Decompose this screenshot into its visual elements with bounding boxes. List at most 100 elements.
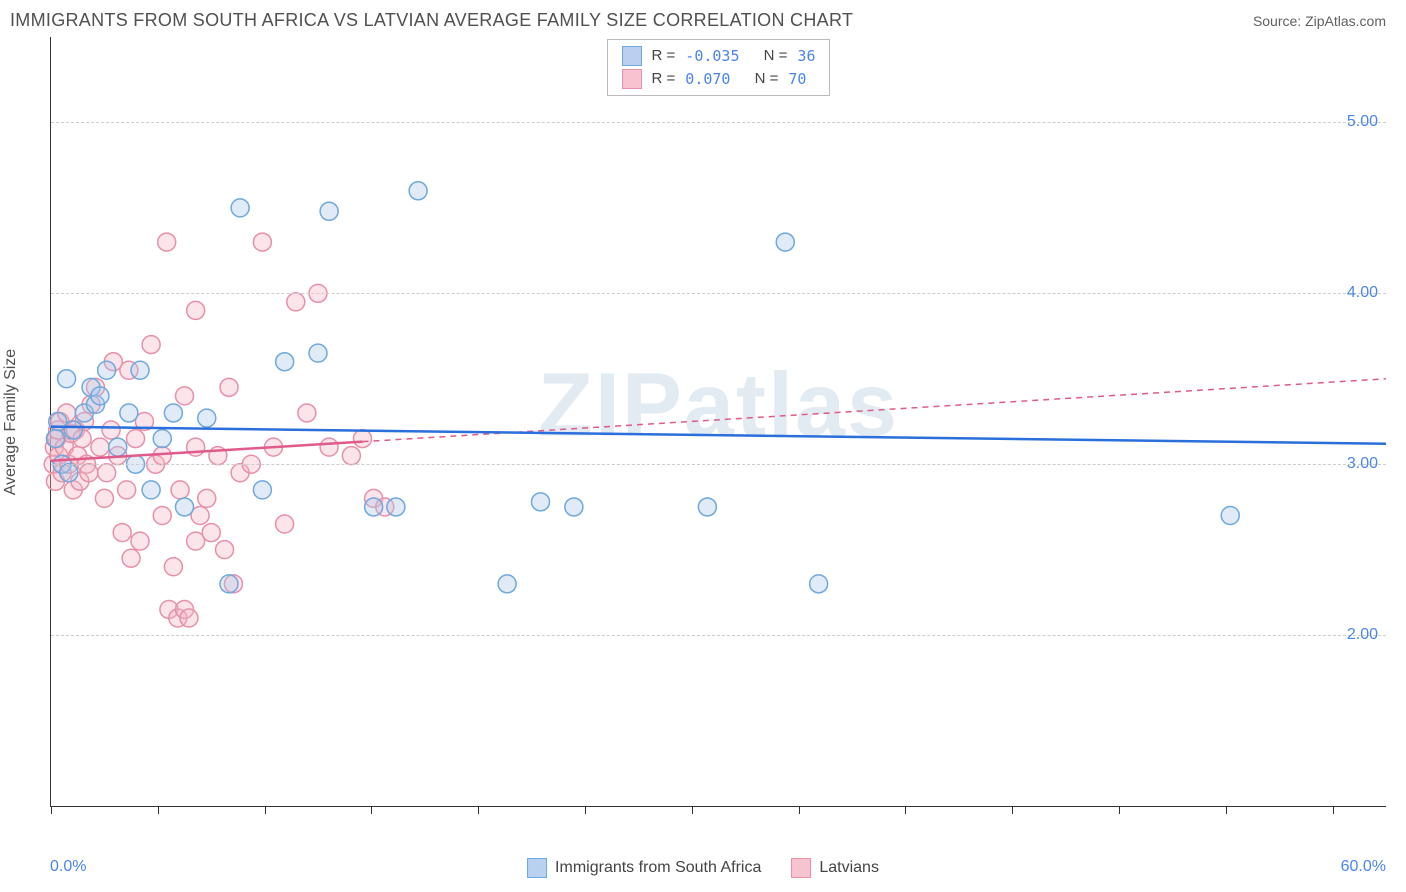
gridline-h [51,464,1386,465]
data-point [142,336,160,354]
xtick [692,806,693,814]
data-point [176,498,194,516]
data-point [202,524,220,542]
r-label: R = [652,45,676,68]
ytick-label: 2.00 [1347,626,1378,644]
data-point [220,378,238,396]
r-value-pink: 0.070 [685,68,730,91]
data-point [231,199,249,217]
data-point [298,404,316,422]
legend-item-blue: Immigrants from South Africa [527,858,761,878]
ytick-label: 4.00 [1347,284,1378,302]
xtick [1333,806,1334,814]
correlation-legend: R = -0.035 N = 36 R = 0.070 N = 70 [607,39,831,96]
x-axis-start-label: 0.0% [50,858,86,876]
data-point [158,233,176,251]
data-point [122,549,140,567]
data-point [220,575,238,593]
chart-plot-area: Average Family Size ZIPatlas R = -0.035 … [50,37,1386,807]
xtick [1012,806,1013,814]
legend-label-blue: Immigrants from South Africa [555,859,761,877]
data-point [287,293,305,311]
data-point [342,447,360,465]
n-value-pink: 70 [788,68,806,91]
data-point [309,344,327,362]
data-point [1221,506,1239,524]
data-point [109,438,127,456]
xtick [51,806,52,814]
xtick [1119,806,1120,814]
x-axis-end-label: 60.0% [1341,858,1386,876]
r-label: R = [652,68,676,91]
xtick [1226,806,1227,814]
xtick [371,806,372,814]
data-point [276,353,294,371]
data-point [776,233,794,251]
data-point [98,361,116,379]
data-point [142,481,160,499]
data-point [198,489,216,507]
legend-item-pink: Latvians [791,858,879,878]
swatch-blue [622,46,642,66]
data-point [80,464,98,482]
data-point [98,464,116,482]
swatch-pink [791,858,811,878]
data-point [216,541,234,559]
swatch-pink [622,69,642,89]
legend-row-blue: R = -0.035 N = 36 [622,45,816,68]
data-point [409,182,427,200]
source-attribution: Source: ZipAtlas.com [1253,13,1386,29]
data-point [120,404,138,422]
data-point [46,430,64,448]
xtick [265,806,266,814]
data-point [153,430,171,448]
data-point [131,532,149,550]
xtick [158,806,159,814]
data-point [127,430,145,448]
gridline-h [51,635,1386,636]
swatch-blue [527,858,547,878]
source-label: Source: [1253,13,1305,29]
data-point [176,387,194,405]
source-name: ZipAtlas.com [1305,13,1386,29]
xtick [799,806,800,814]
data-point [387,498,405,516]
data-point [171,481,189,499]
data-point [164,404,182,422]
data-point [91,438,109,456]
data-point [91,387,109,405]
data-point [95,489,113,507]
data-point [253,481,271,499]
r-value-blue: -0.035 [685,45,739,68]
data-point [64,421,82,439]
xtick [585,806,586,814]
scatter-svg [51,37,1386,806]
data-point [60,464,78,482]
data-point [113,524,131,542]
title-bar: IMMIGRANTS FROM SOUTH AFRICA VS LATVIAN … [0,0,1406,37]
data-point [532,493,550,511]
ytick-label: 3.00 [1347,455,1378,473]
legend-row-pink: R = 0.070 N = 70 [622,68,816,91]
data-point [365,498,383,516]
legend-label-pink: Latvians [819,859,879,877]
data-point [180,609,198,627]
data-point [153,506,171,524]
data-point [198,409,216,427]
data-point [253,233,271,251]
data-point [102,421,120,439]
data-point [320,202,338,220]
data-point [565,498,583,516]
n-value-blue: 36 [797,45,815,68]
ytick-label: 5.00 [1347,113,1378,131]
xtick [905,806,906,814]
data-point [187,301,205,319]
data-point [354,430,372,448]
y-axis-label: Average Family Size [2,348,20,494]
n-label: N = [764,45,788,68]
data-point [320,438,338,456]
gridline-h [51,122,1386,123]
data-point [698,498,716,516]
chart-title: IMMIGRANTS FROM SOUTH AFRICA VS LATVIAN … [10,10,853,31]
xtick [478,806,479,814]
